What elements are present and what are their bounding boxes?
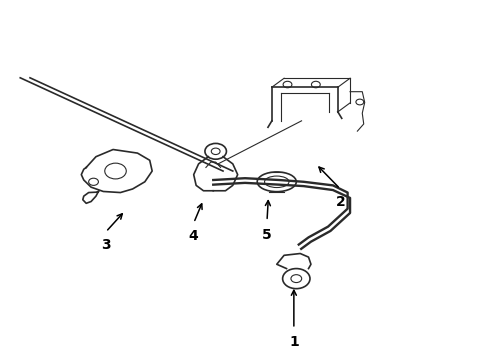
Text: 2: 2 <box>335 195 345 210</box>
Text: 4: 4 <box>189 229 198 243</box>
Text: 1: 1 <box>289 335 299 349</box>
Text: 5: 5 <box>262 228 272 242</box>
Text: 3: 3 <box>101 238 111 252</box>
